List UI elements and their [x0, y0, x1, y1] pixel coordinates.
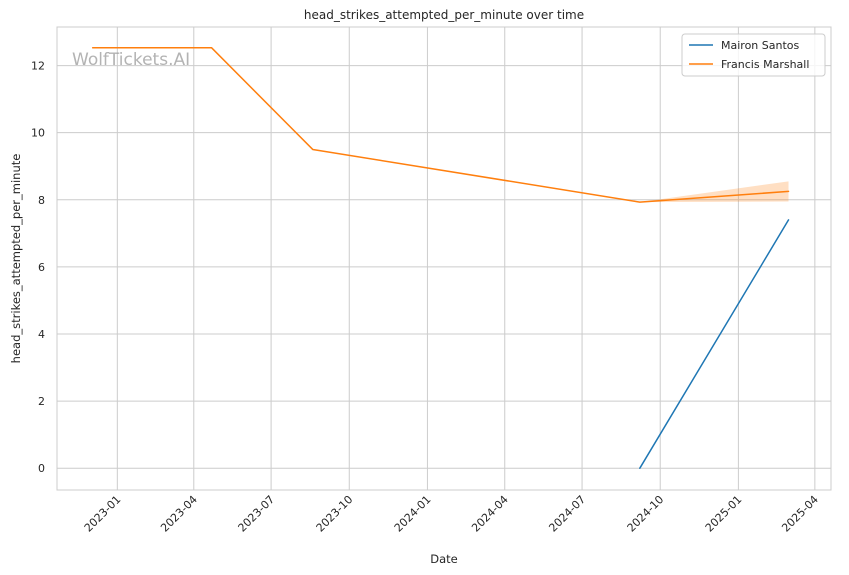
- legend-box: [681, 33, 826, 77]
- y-tick-label: 4: [38, 328, 45, 341]
- x-tick-label: 2024-10: [625, 493, 667, 535]
- y-tick-label: 0: [38, 462, 45, 475]
- series-line-francis-marshall: [91, 47, 790, 203]
- x-tick-label: 2023-10: [314, 493, 356, 535]
- x-axis-label: Date: [430, 552, 458, 566]
- legend-label-mairon-santos: Mairon Santos: [721, 39, 800, 52]
- x-tick-label: 2023-01: [82, 493, 124, 535]
- tick-labels: 2023-01 2023-04 2023-07 2023-10 2024-01 2024-…: [31, 60, 821, 535]
- series-lines: [91, 47, 790, 469]
- y-tick-label: 6: [38, 261, 45, 274]
- chart-title: head_strikes_attempted_per_minute over t…: [304, 8, 584, 22]
- y-tick-label: 10: [31, 127, 45, 140]
- y-tick-label: 8: [38, 194, 45, 207]
- grid: [57, 27, 831, 490]
- plot-frame: [56, 26, 832, 491]
- x-tick-label: 2025-04: [779, 493, 821, 535]
- x-tick-label: 2025-01: [703, 493, 745, 535]
- y-axis-label: head_strikes_attempted_per_minute: [9, 154, 23, 364]
- legend-label-francis-marshall: Francis Marshall: [721, 58, 809, 71]
- y-tick-label: 2: [38, 395, 45, 408]
- legend: Mairon Santos Francis Marshall: [681, 33, 826, 77]
- series-line-mairon-santos: [639, 219, 790, 469]
- x-tick-label: 2023-07: [236, 493, 278, 535]
- watermark: WolfTickets.AI: [72, 50, 190, 70]
- x-tick-label: 2024-04: [469, 493, 511, 535]
- x-tick-label: 2023-04: [158, 493, 200, 535]
- x-tick-label: 2024-01: [392, 493, 434, 535]
- y-tick-label: 12: [31, 60, 45, 73]
- x-tick-label: 2024-07: [546, 493, 588, 535]
